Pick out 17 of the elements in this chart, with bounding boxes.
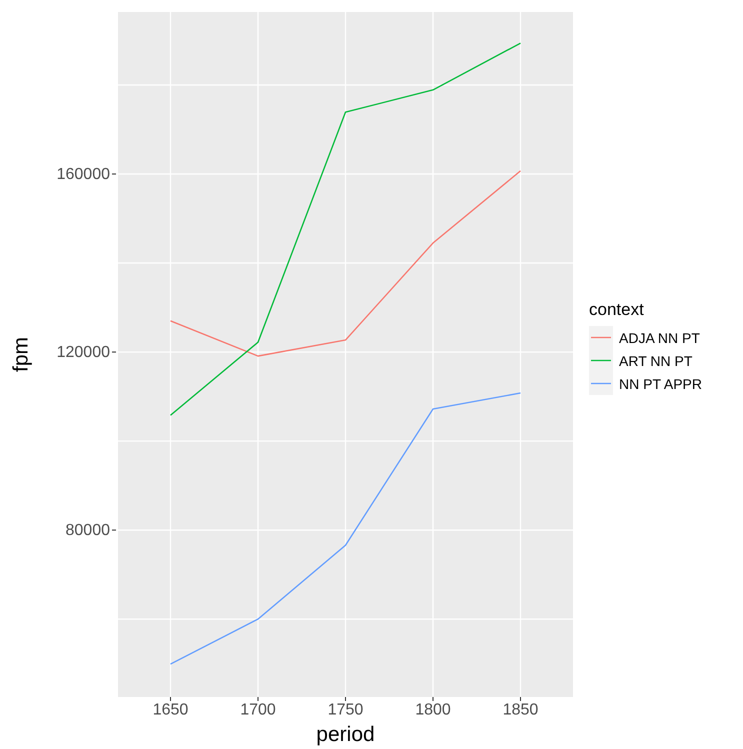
x-tick-label: 1700 [240, 701, 276, 718]
y-axis-title: fpm [9, 336, 32, 372]
y-tick-label: 160000 [56, 166, 110, 184]
legend-label: NN PT APPR [619, 376, 702, 392]
y-tick-label: 80000 [66, 522, 110, 540]
y-tick-label: 120000 [56, 344, 110, 362]
line-series [170, 42, 522, 416]
x-tick-label: 1750 [328, 701, 364, 718]
line-series [170, 170, 522, 357]
legend-label: ADJA NN PT [619, 330, 700, 346]
line-series [170, 392, 522, 665]
x-tick-label: 1800 [415, 701, 451, 718]
x-axis-title: period [316, 723, 375, 746]
x-tick-label: 1850 [502, 701, 538, 718]
legend-label: ART NN PT [619, 352, 692, 368]
x-tick-label: 1650 [152, 701, 188, 718]
legend-title: context [589, 300, 645, 320]
